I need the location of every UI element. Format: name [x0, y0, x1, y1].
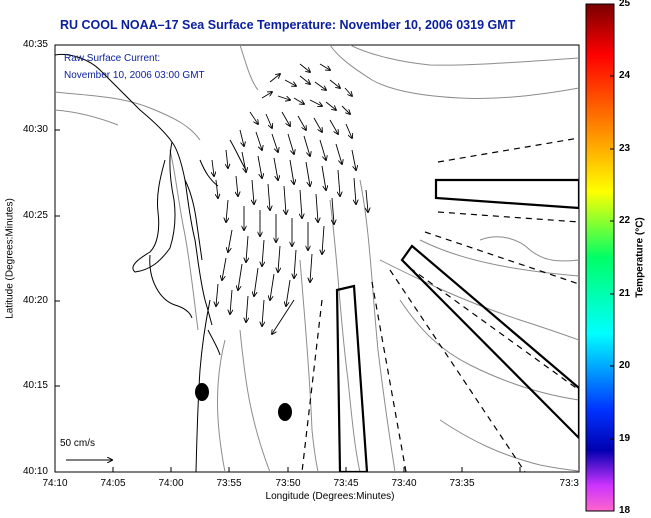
x-tick-label: 73:40	[391, 478, 417, 489]
y-axis-label: Latitude (Degrees:Minutes)	[4, 198, 16, 319]
x-tick-label: 73:55	[216, 478, 242, 489]
station-marker	[278, 403, 292, 421]
y-tick-label: 40:30	[22, 124, 48, 135]
legend-current-label: Raw Surface Current:	[64, 53, 161, 64]
x-tick-label: 73:35	[449, 478, 475, 489]
colorbar-tick-label: 22	[619, 215, 631, 226]
legend-current-time: November 10, 2006 03:00 GMT	[64, 70, 205, 81]
scale-label: 50 cm/s	[60, 438, 96, 449]
plot-frame	[54, 44, 580, 473]
x-axis-label: Longitude (Degrees:Minutes)	[265, 491, 395, 502]
colorbar-tick-label: 20	[619, 360, 631, 371]
study-polygons	[335, 178, 579, 472]
axis-ticks	[54, 44, 521, 473]
station-marker	[195, 383, 209, 401]
colorbar-label: Temperature (°C)	[634, 217, 646, 298]
colorbar-tick-label: 24	[619, 70, 631, 81]
current-vectors	[212, 63, 368, 334]
colorbar-tick-label: 21	[619, 288, 631, 299]
x-tick-label: 73:3	[559, 478, 579, 489]
x-tick-label: 74:05	[100, 478, 126, 489]
y-tick-label: 40:35	[22, 39, 48, 50]
y-tick-label: 40:20	[22, 295, 48, 306]
colorbar-tick-label: 19	[619, 433, 631, 444]
colorbar	[585, 3, 615, 512]
colorbar-tick-label: 18	[619, 505, 631, 516]
y-tick-label: 40:25	[22, 210, 48, 221]
bathymetry-contours	[55, 45, 579, 472]
x-tick-label: 74:10	[42, 478, 68, 489]
x-tick-label: 73:50	[275, 478, 301, 489]
colorbar-tick-label: 25	[619, 0, 631, 9]
x-tick-label: 73:45	[333, 478, 359, 489]
map-title: RU COOL NOAA–17 Sea Surface Temperature:…	[60, 18, 516, 32]
colorbar-ticks	[610, 3, 614, 512]
colorbar-tick-label: 23	[619, 143, 631, 154]
y-tick-label: 40:10	[22, 466, 48, 477]
survey-lines	[301, 137, 579, 472]
x-tick-label: 74:00	[158, 478, 184, 489]
y-tick-label: 40:15	[22, 380, 48, 391]
